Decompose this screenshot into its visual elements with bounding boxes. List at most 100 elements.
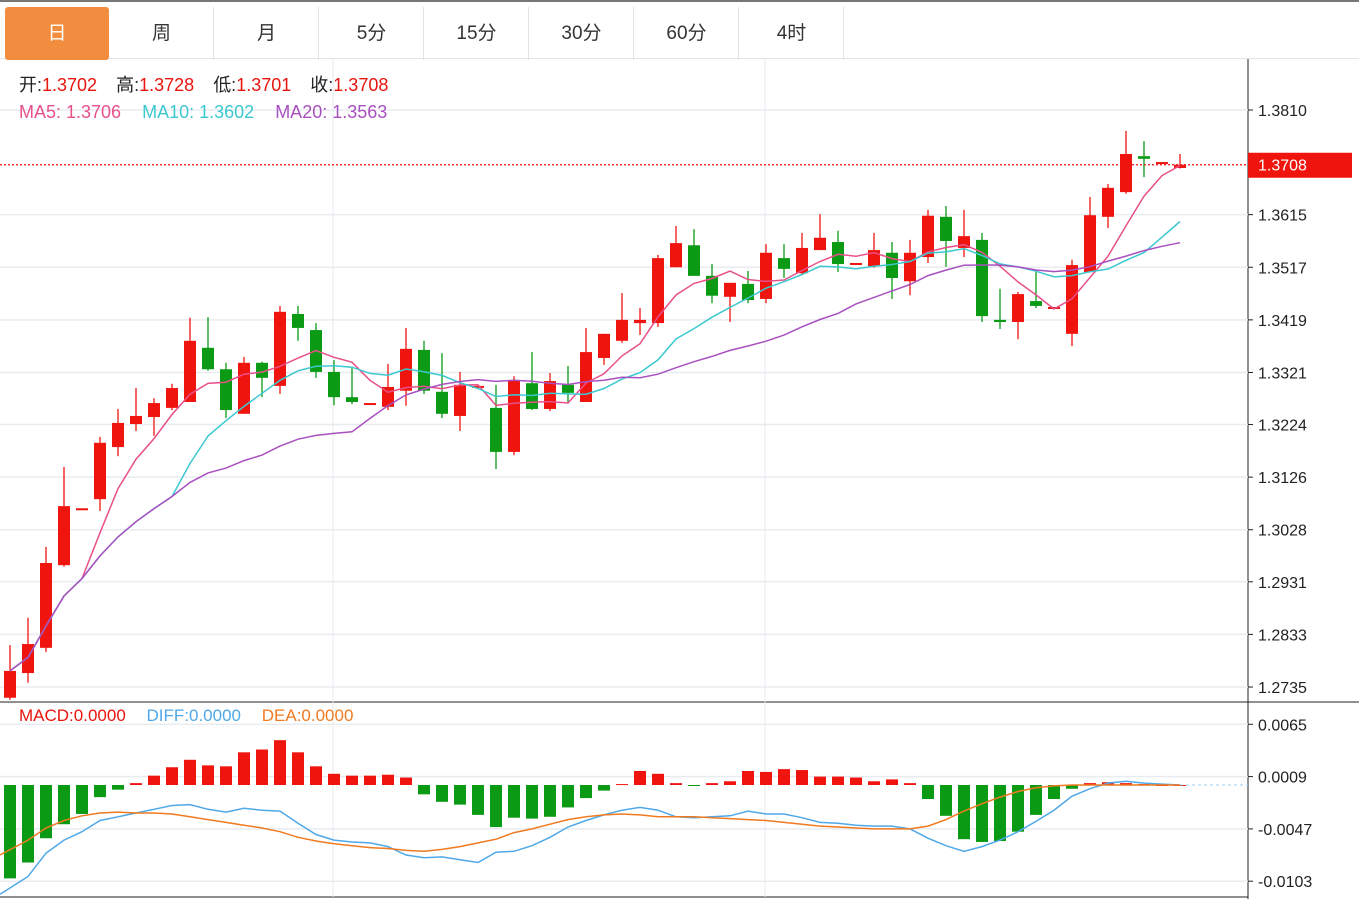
candle xyxy=(1030,272,1042,309)
candle xyxy=(868,232,880,268)
candle-body xyxy=(688,245,700,276)
candle xyxy=(238,356,250,414)
candle-body xyxy=(994,319,1006,323)
candle-body xyxy=(346,397,358,402)
close-label: 收: xyxy=(310,75,334,95)
tab-0[interactable]: 日 xyxy=(5,7,109,60)
candle xyxy=(1138,141,1150,178)
tab-1[interactable]: 周 xyxy=(110,7,214,60)
candle-body xyxy=(274,311,286,386)
macd-bar xyxy=(94,785,106,798)
macd-bar xyxy=(1012,785,1024,832)
candle xyxy=(148,398,160,436)
candle-body xyxy=(616,319,628,341)
candle xyxy=(1120,130,1132,194)
candle-body xyxy=(832,242,844,265)
macd-bar xyxy=(1048,785,1060,800)
macd-bar xyxy=(688,785,700,786)
candle xyxy=(994,288,1006,329)
candle-body xyxy=(706,275,718,296)
candle-body xyxy=(58,506,70,566)
macd-bar xyxy=(580,785,592,799)
candle xyxy=(1156,162,1168,165)
candle-body xyxy=(130,415,142,424)
macd-bar xyxy=(976,785,988,842)
ma20-line xyxy=(9,241,1181,672)
candle-body xyxy=(328,371,340,398)
y-tick-label: 1.3419 xyxy=(1258,313,1307,330)
candle xyxy=(1012,291,1024,340)
candle-body xyxy=(580,352,592,402)
tab-6[interactable]: 60分 xyxy=(635,7,739,60)
macd-bar xyxy=(436,785,448,802)
candle xyxy=(364,403,376,406)
candle xyxy=(220,362,232,419)
tab-3[interactable]: 5分 xyxy=(320,7,424,60)
open-label: 开: xyxy=(19,75,43,95)
macd-bar xyxy=(130,783,142,785)
candle-body xyxy=(796,247,808,274)
candle xyxy=(1102,184,1114,229)
tab-4[interactable]: 15分 xyxy=(425,7,529,60)
y-tick-label: 1.2931 xyxy=(1258,575,1307,592)
macd-bar xyxy=(148,775,160,785)
y-tick-label: 1.2833 xyxy=(1258,627,1307,644)
macd-bar xyxy=(994,785,1006,842)
macd-bar xyxy=(418,785,430,795)
candle-body xyxy=(1102,187,1114,217)
candle-body xyxy=(958,236,970,248)
candle-body xyxy=(814,237,826,251)
ma-row: MA5: 1.3706 MA10: 1.3602 MA20: 1.3563 xyxy=(19,99,402,126)
last-price-badge xyxy=(1248,152,1352,178)
candle-body xyxy=(652,258,664,324)
macd-bar xyxy=(760,771,772,785)
dea-line xyxy=(0,784,1180,856)
dea-legend-value: DEA:0.0000 xyxy=(261,706,354,725)
macd-bar xyxy=(850,777,862,785)
macd-bar xyxy=(310,766,322,785)
ma5-line xyxy=(9,164,1181,672)
macd-bar xyxy=(184,759,196,785)
tab-2[interactable]: 月 xyxy=(215,7,319,60)
macd-bar xyxy=(544,785,556,817)
diff-line xyxy=(0,780,1181,895)
candle-body xyxy=(202,347,214,370)
candle-body xyxy=(1084,215,1096,273)
macd-bar xyxy=(256,749,268,785)
candle xyxy=(1084,196,1096,273)
candle-body xyxy=(1156,162,1168,165)
candle xyxy=(4,645,16,700)
y-tick-label: 1.3517 xyxy=(1258,260,1307,277)
candle xyxy=(112,408,124,457)
candle xyxy=(346,368,358,405)
candle-body xyxy=(544,381,556,409)
candle-body xyxy=(922,215,934,258)
macd-y-tick-label: -0.0047 xyxy=(1258,822,1312,839)
candle xyxy=(76,508,88,511)
candle-body xyxy=(292,313,304,328)
macd-bar xyxy=(22,785,34,863)
macd-bar xyxy=(364,775,376,785)
candle-body xyxy=(760,252,772,299)
macd-bar xyxy=(868,781,880,785)
macd-bar xyxy=(796,770,808,785)
macd-bar xyxy=(742,770,754,785)
candle xyxy=(436,353,448,419)
candle-body xyxy=(562,384,574,393)
candle-body xyxy=(454,384,466,416)
macd-bar xyxy=(274,740,286,785)
macd-bar xyxy=(490,785,502,828)
y-tick-label: 1.3028 xyxy=(1258,523,1307,540)
tab-7[interactable]: 4时 xyxy=(740,7,844,60)
macd-bar xyxy=(166,767,178,785)
tab-5[interactable]: 30分 xyxy=(530,7,634,60)
candle-body xyxy=(148,403,160,418)
candle-body xyxy=(634,319,646,324)
y-tick-label: 1.3810 xyxy=(1258,103,1307,120)
macd-bar xyxy=(1030,785,1042,815)
candle-body xyxy=(1120,154,1132,193)
candle xyxy=(166,383,178,411)
y-tick-label: 1.3615 xyxy=(1258,208,1307,225)
macd-bar xyxy=(886,779,898,785)
